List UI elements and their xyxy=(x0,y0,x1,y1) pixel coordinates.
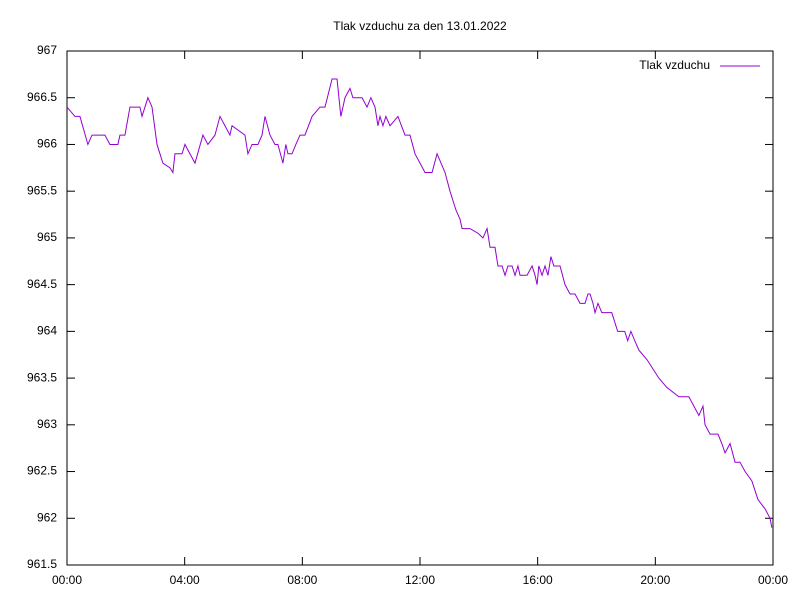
y-tick-label: 965 xyxy=(37,230,57,244)
chart-title: Tlak vzduchu za den 13.01.2022 xyxy=(333,19,507,33)
x-tick-label: 20:00 xyxy=(640,573,670,587)
y-tick-label: 964 xyxy=(37,324,57,338)
x-tick-label: 00:00 xyxy=(758,573,788,587)
legend-label: Tlak vzduchu xyxy=(639,58,710,72)
y-tick-label: 962 xyxy=(37,510,57,524)
x-tick-label: 00:00 xyxy=(52,573,82,587)
y-tick-label: 963 xyxy=(37,417,57,431)
y-tick-label: 964.5 xyxy=(27,277,57,291)
y-tick-label: 965.5 xyxy=(27,183,57,197)
x-tick-label: 16:00 xyxy=(523,573,553,587)
y-tick-label: 963.5 xyxy=(27,370,57,384)
data-line xyxy=(66,78,773,528)
x-tick-label: 12:00 xyxy=(405,573,435,587)
y-tick-label: 967 xyxy=(37,43,57,57)
x-tick-label: 08:00 xyxy=(287,573,317,587)
y-tick-label: 966 xyxy=(37,137,57,151)
y-tick-label: 966.5 xyxy=(27,90,57,104)
y-tick-label: 961.5 xyxy=(27,557,57,571)
y-tick-label: 962.5 xyxy=(27,464,57,478)
x-tick-label: 04:00 xyxy=(170,573,200,587)
plot-frame xyxy=(66,50,774,566)
